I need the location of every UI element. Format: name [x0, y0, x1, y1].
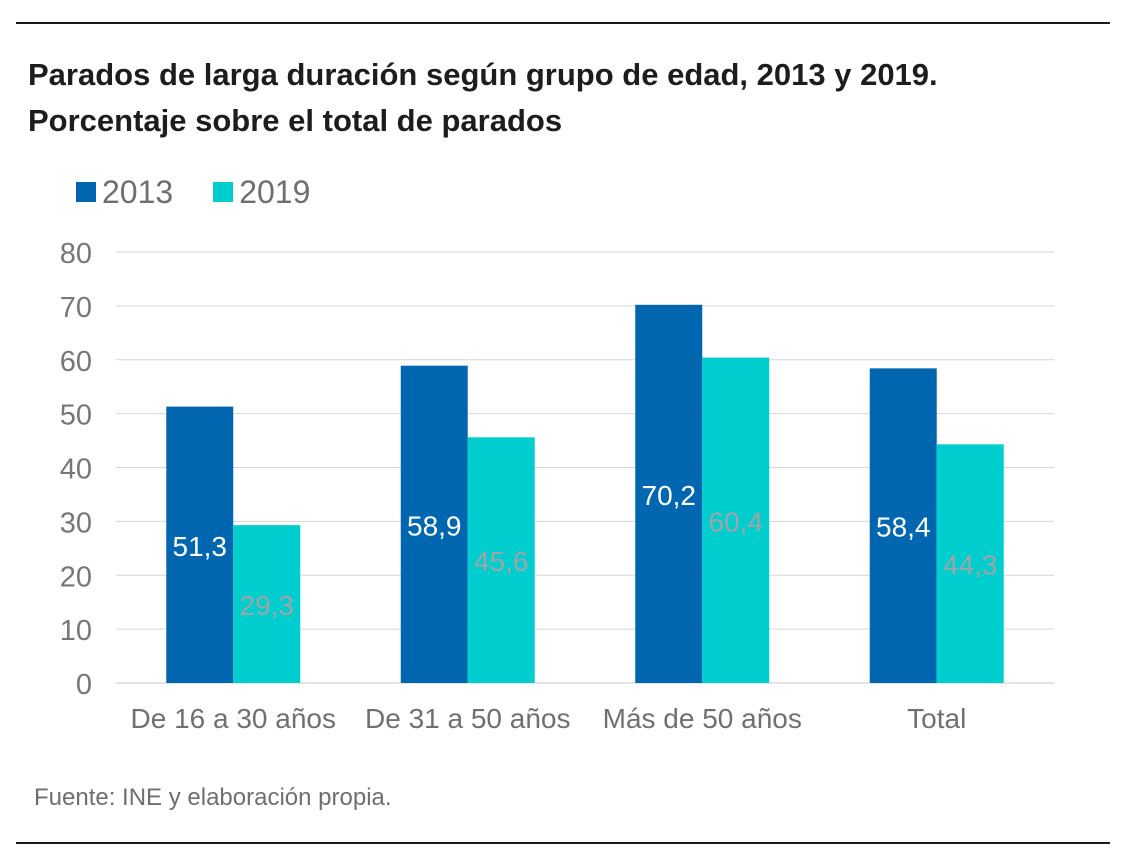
- top-rule: [16, 22, 1110, 24]
- data-label-2013: 51,3: [173, 531, 228, 562]
- legend-swatch-2013: [76, 182, 96, 202]
- legend-label-2019: 2019: [239, 173, 311, 210]
- x-tick-label: De 16 a 30 años: [131, 703, 337, 734]
- data-label-2019: 44,3: [943, 550, 998, 581]
- y-tick-label: 30: [60, 507, 92, 539]
- data-label-2019: 45,6: [474, 546, 529, 577]
- legend-label-2013: 2013: [102, 173, 174, 210]
- bar-2013: [869, 368, 937, 683]
- chart-title: Parados de larga duración según grupo de…: [28, 52, 1108, 144]
- data-label-2013: 58,9: [407, 510, 462, 541]
- bottom-rule: [16, 842, 1110, 844]
- y-tick-label: 50: [60, 400, 92, 432]
- title-line-2: Porcentaje sobre el total de parados: [28, 103, 563, 138]
- x-tick-label: De 31 a 50 años: [365, 703, 571, 734]
- y-tick-label: 0: [76, 669, 92, 701]
- y-tick-label: 80: [60, 238, 92, 270]
- y-tick-label: 70: [60, 292, 92, 324]
- legend: 2013 2019: [76, 172, 350, 212]
- data-label-2019: 60,4: [709, 506, 764, 537]
- legend-item-2013: 2013: [76, 174, 173, 211]
- y-tick-label: 20: [60, 561, 92, 593]
- source-note: Fuente: INE y elaboración propia.: [34, 784, 392, 811]
- bar-2019: [702, 357, 770, 683]
- legend-swatch-2019: [213, 182, 234, 202]
- x-tick-label: Total: [907, 703, 966, 734]
- y-tick-label: 10: [60, 615, 92, 647]
- x-tick-label: Más de 50 años: [603, 703, 802, 734]
- bar-2013: [400, 365, 468, 683]
- y-tick-label: 60: [60, 346, 92, 378]
- title-line-1: Parados de larga duración según grupo de…: [28, 57, 938, 92]
- bar-2019: [936, 444, 1004, 683]
- data-label-2013: 58,4: [876, 512, 931, 543]
- legend-item-2019: 2019: [213, 174, 310, 211]
- y-tick-label: 40: [60, 454, 92, 486]
- bar-2013: [166, 406, 234, 683]
- data-label-2013: 70,2: [642, 480, 697, 511]
- bar-2019: [467, 437, 535, 683]
- bar-2013: [635, 304, 703, 683]
- bar-2019: [233, 525, 301, 683]
- data-label-2019: 29,3: [240, 590, 295, 621]
